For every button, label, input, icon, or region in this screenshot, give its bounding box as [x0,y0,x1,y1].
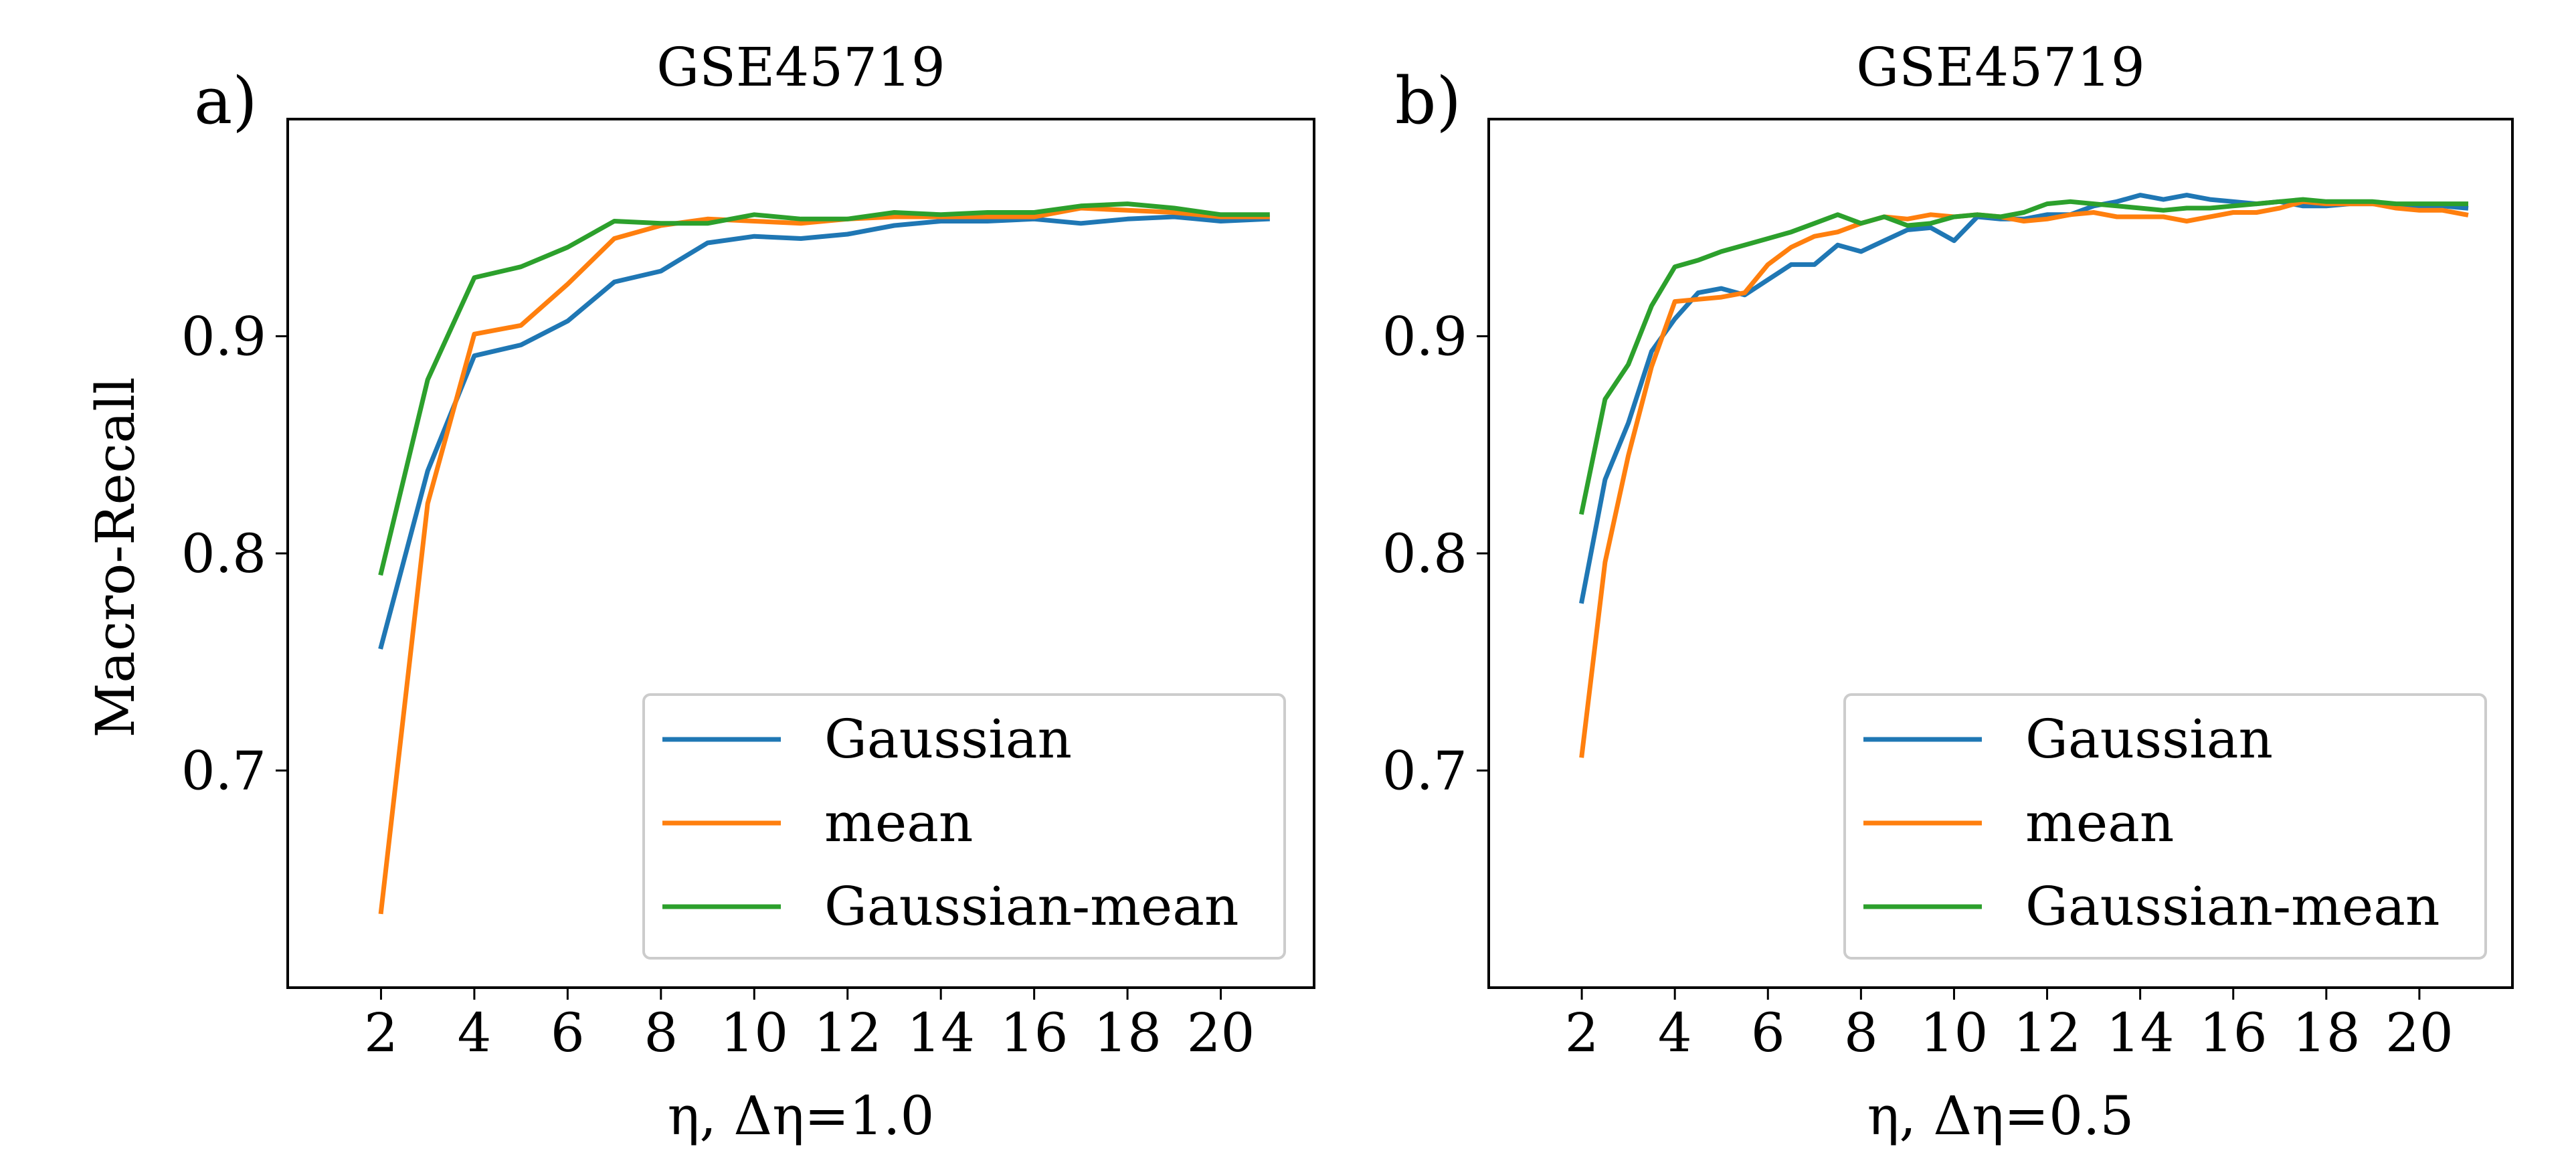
legend-label-gaussian-a: Gaussian [824,708,1072,770]
y-axis-label-a: Macro-Recall [84,377,147,737]
x-tick-label-b: 4 [1658,1002,1692,1064]
x-tick-label-a: 6 [551,1002,585,1064]
x-tick-label-b: 10 [1920,1002,1989,1064]
x-tick-label-b: 14 [2106,1002,2175,1064]
x-tick-label-a: 2 [364,1002,398,1064]
x-tick-label-b: 18 [2292,1002,2361,1064]
chart-title-a: GSE45719 [656,36,945,98]
legend-label-gaussian-mean-a: Gaussian-mean [824,875,1239,937]
x-tick-label-b: 20 [2385,1002,2454,1064]
y-tick-label-b: 0.9 [1382,306,1467,368]
x-tick-label-a: 8 [644,1002,678,1064]
y-tick-label-a: 0.7 [181,740,266,802]
x-tick-label-a: 16 [1000,1002,1069,1064]
x-axis-label-b: η, Δη=0.5 [1867,1085,2134,1147]
legend-label-gaussian-b: Gaussian [2025,708,2273,770]
y-tick-label-a: 0.8 [181,523,266,585]
x-tick-label-a: 20 [1187,1002,1255,1064]
series-line-gaussian-mean-b [1578,197,2468,515]
legend-label-gaussian-mean-b: Gaussian-mean [2025,875,2440,937]
legend-label-mean-a: mean [824,792,973,854]
x-axis-label-a: η, Δη=1.0 [668,1085,935,1147]
x-tick-label-b: 12 [2013,1002,2082,1064]
x-tick-label-a: 4 [457,1002,491,1064]
x-tick-label-b: 6 [1751,1002,1785,1064]
x-tick-label-b: 8 [1844,1002,1878,1064]
x-tick-label-a: 12 [814,1002,882,1064]
legend-box-b [1843,693,2487,960]
y-tick-label-b: 0.8 [1382,523,1467,585]
x-tick-label-a: 18 [1093,1002,1162,1064]
series-line-gaussian-mean-a [378,201,1270,576]
legend-a: Gaussian mean Gaussian-mean [642,693,1286,960]
panel-label-b: b) [1395,64,1461,139]
x-tick-label-a: 10 [720,1002,788,1064]
x-tick-label-a: 14 [907,1002,975,1064]
y-tick-label-b: 0.7 [1382,740,1467,802]
legend-box-a [642,693,1286,960]
panel-label-a: a) [194,64,258,139]
series-line-gaussian-a [378,214,1270,650]
plot-area-a: 2 4 6 8 10 12 14 16 18 200.70.80.9GaussianmeanGau… [181,201,1286,1064]
plot-area-b: 2 4 6 8 10 12 14 16 18 200.70.80.9GaussianmeanGau… [1382,193,2487,1064]
y-tick-label-a: 0.9 [181,306,266,368]
x-tick-label-b: 16 [2199,1002,2268,1064]
legend-b: Gaussian mean Gaussian-mean [1843,693,2487,960]
panel-b: b) GSE45719 η, Δη=0.5 2 4 6 8 10 12 14 16 18 20 0.… [1382,36,2514,1147]
legend-label-mean-b: mean [2025,792,2174,854]
x-tick-label-b: 2 [1565,1002,1599,1064]
chart-title-b: GSE45719 [1856,36,2145,98]
